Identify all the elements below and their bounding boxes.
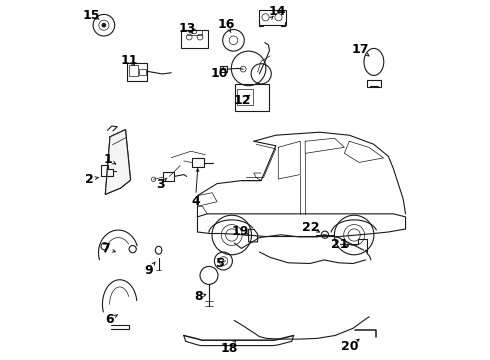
Text: 8: 8	[194, 291, 202, 303]
Bar	[237, 89, 253, 105]
Text: 4: 4	[191, 195, 200, 208]
Bar	[367, 80, 381, 87]
Text: 2: 2	[85, 173, 94, 186]
Text: 5: 5	[216, 257, 225, 270]
Text: 11: 11	[121, 54, 138, 67]
Text: 19: 19	[232, 225, 249, 238]
Bar	[259, 10, 286, 25]
Text: 21: 21	[331, 238, 348, 251]
Circle shape	[102, 23, 106, 27]
Bar	[235, 84, 270, 111]
Text: 13: 13	[179, 22, 196, 35]
Text: 15: 15	[82, 9, 99, 22]
Text: 22: 22	[302, 221, 319, 234]
Text: 12: 12	[233, 94, 251, 107]
Text: 1: 1	[103, 153, 112, 166]
Text: 6: 6	[106, 313, 114, 326]
Bar	[139, 69, 146, 75]
Bar	[220, 66, 227, 72]
Text: 14: 14	[269, 5, 286, 18]
Text: 17: 17	[351, 43, 369, 56]
Bar	[181, 30, 208, 48]
Polygon shape	[105, 130, 130, 194]
Bar	[127, 63, 147, 81]
Text: 18: 18	[220, 342, 238, 355]
Bar	[129, 65, 138, 76]
Text: 16: 16	[218, 18, 235, 31]
Text: 9: 9	[144, 264, 153, 277]
Bar	[163, 172, 174, 181]
Text: 7: 7	[101, 242, 110, 255]
Bar	[193, 158, 204, 167]
Text: 10: 10	[210, 67, 228, 80]
Text: 3: 3	[156, 178, 164, 191]
Text: 20: 20	[342, 340, 359, 353]
